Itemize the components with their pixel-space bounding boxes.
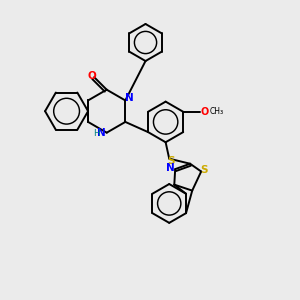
Text: S: S	[200, 165, 208, 175]
Text: O: O	[88, 70, 96, 81]
Text: N: N	[124, 93, 133, 103]
Text: H: H	[93, 129, 100, 138]
Text: N: N	[97, 128, 106, 138]
Text: CH₃: CH₃	[209, 107, 223, 116]
Text: S: S	[167, 156, 175, 166]
Text: N: N	[166, 163, 175, 172]
Text: O: O	[200, 107, 208, 117]
